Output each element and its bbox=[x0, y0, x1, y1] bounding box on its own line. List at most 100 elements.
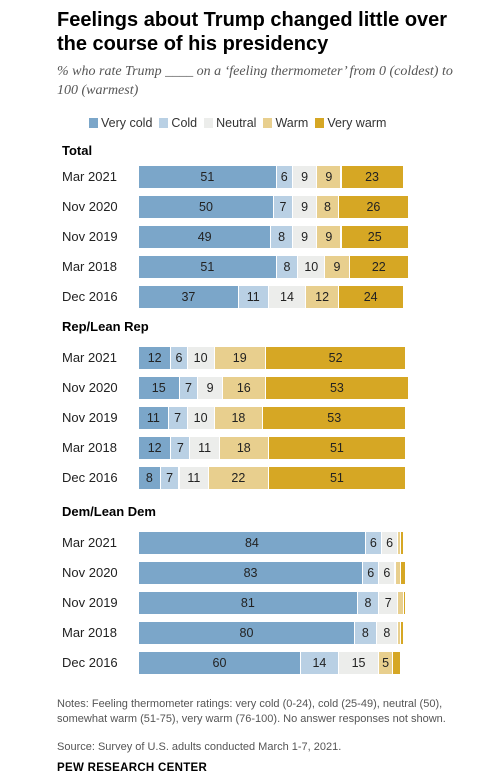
bar-segment-neutral: 10 bbox=[187, 347, 214, 369]
bar-segment-very-warm bbox=[400, 622, 403, 644]
bar-segment-neutral: 15 bbox=[338, 652, 379, 674]
legend-label: Cold bbox=[171, 116, 198, 130]
bar-segment-cold: 8 bbox=[355, 622, 376, 644]
bar-segment-very-warm bbox=[403, 592, 406, 614]
chart-subtitle: % who rate Trump ____ on a ‘feeling ther… bbox=[57, 64, 453, 98]
row-label: Nov 2019 bbox=[62, 595, 118, 610]
bar-segment-cold: 14 bbox=[301, 652, 338, 674]
bar-segment-very-cold: 51 bbox=[139, 256, 276, 278]
bar-segment-very-warm: 52 bbox=[265, 347, 406, 369]
legend: Very cold Cold Neutral Warm Very warm bbox=[89, 116, 393, 130]
bar-segment-neutral: 9 bbox=[198, 377, 222, 399]
legend-item-very-cold: Very cold bbox=[89, 116, 152, 130]
legend-label: Very warm bbox=[327, 116, 387, 130]
legend-item-neutral: Neutral bbox=[204, 116, 256, 130]
bar-segment-very-warm bbox=[400, 532, 403, 554]
chart-source: Source: Survey of U.S. adults conducted … bbox=[57, 741, 342, 753]
bar-segment-very-cold: 51 bbox=[139, 166, 276, 188]
bar-segment-warm: 19 bbox=[214, 347, 265, 369]
legend-label: Warm bbox=[275, 116, 309, 130]
bar-segment-cold: 6 bbox=[363, 562, 379, 584]
bar-segment-cold: 8 bbox=[271, 226, 292, 248]
legend-label: Very cold bbox=[101, 116, 153, 130]
bar-segment-warm bbox=[398, 622, 400, 644]
row-label: Nov 2019 bbox=[62, 229, 118, 244]
bar-segment-very-warm: 51 bbox=[268, 467, 406, 489]
bar-segment-cold: 8 bbox=[276, 256, 298, 278]
legend-swatch bbox=[159, 118, 169, 128]
bar-segment-very-cold: 37 bbox=[139, 286, 238, 308]
row-label: Nov 2020 bbox=[62, 380, 118, 395]
row-label: Mar 2021 bbox=[62, 350, 117, 365]
bar-segment-cold: 8 bbox=[357, 592, 379, 614]
bar-segment-very-cold: 81 bbox=[139, 592, 357, 614]
bar-segment-very-warm: 24 bbox=[338, 286, 403, 308]
bar-segment-very-cold: 8 bbox=[139, 467, 160, 489]
pew-research-center-logo: PEW RESEARCH CENTER bbox=[57, 762, 208, 774]
row-label: Nov 2019 bbox=[62, 410, 118, 425]
bar-segment-cold: 6 bbox=[276, 166, 292, 188]
row-label: Dec 2016 bbox=[62, 470, 118, 485]
bar-segment-cold: 7 bbox=[168, 407, 187, 429]
bar-segment-cold: 6 bbox=[171, 347, 187, 369]
bar-segment-very-warm: 26 bbox=[338, 196, 408, 218]
bar-segment-warm: 9 bbox=[325, 256, 349, 278]
bar-segment-warm: 9 bbox=[317, 166, 341, 188]
bar-segment-warm: 18 bbox=[214, 407, 263, 429]
row-label: Dec 2016 bbox=[62, 655, 118, 670]
bar-segment-cold: 7 bbox=[160, 467, 179, 489]
bar-segment-very-cold: 80 bbox=[139, 622, 354, 644]
legend-item-very-warm: Very warm bbox=[315, 116, 386, 130]
bar-segment-very-warm: 53 bbox=[265, 377, 408, 399]
bar-segment-neutral: 11 bbox=[179, 467, 209, 489]
bar-segment-neutral: 6 bbox=[382, 532, 398, 554]
bar-segment-warm: 9 bbox=[317, 226, 341, 248]
bar-segment-neutral: 11 bbox=[190, 437, 219, 459]
bar-segment-warm bbox=[398, 532, 400, 554]
row-label: Mar 2018 bbox=[62, 259, 117, 274]
bar-segment-very-cold: 12 bbox=[139, 437, 171, 459]
bar-segment-cold: 6 bbox=[365, 532, 381, 554]
bar-segment-neutral: 14 bbox=[268, 286, 306, 308]
row-label: Mar 2021 bbox=[62, 535, 117, 550]
bar-segment-warm: 16 bbox=[222, 377, 265, 399]
bar-segment-very-cold: 15 bbox=[139, 377, 179, 399]
bar-segment-warm: 5 bbox=[379, 652, 392, 674]
bar-segment-warm bbox=[395, 562, 400, 584]
legend-swatch bbox=[89, 118, 98, 128]
bar-segment-neutral: 8 bbox=[376, 622, 398, 644]
bar-segment-neutral: 10 bbox=[187, 407, 214, 429]
legend-item-cold: Cold bbox=[159, 116, 197, 130]
bar-segment-very-cold: 11 bbox=[139, 407, 168, 429]
legend-swatch bbox=[263, 118, 273, 128]
chart-notes: Notes: Feeling thermometer ratings: very… bbox=[57, 698, 446, 725]
bar-segment-warm: 22 bbox=[209, 467, 268, 489]
row-label: Mar 2018 bbox=[62, 440, 117, 455]
bar-segment-very-cold: 12 bbox=[139, 347, 171, 369]
bar-segment-neutral: 6 bbox=[379, 562, 395, 584]
group-title: Rep/Lean Rep bbox=[62, 319, 149, 334]
bar-segment-very-warm: 25 bbox=[341, 226, 408, 248]
bar-segment-very-cold: 83 bbox=[139, 562, 363, 584]
row-label: Mar 2018 bbox=[62, 625, 117, 640]
bar-segment-neutral: 10 bbox=[298, 256, 325, 278]
legend-item-warm: Warm bbox=[263, 116, 308, 130]
chart-title: Feelings about Trump changed little over… bbox=[57, 9, 448, 55]
row-label: Dec 2016 bbox=[62, 289, 118, 304]
bar-segment-neutral: 9 bbox=[292, 226, 317, 248]
bar-segment-very-warm bbox=[400, 562, 406, 584]
row-label: Mar 2021 bbox=[62, 169, 117, 184]
bar-segment-very-cold: 49 bbox=[139, 226, 271, 248]
bar-segment-neutral: 9 bbox=[292, 166, 317, 188]
bar-segment-warm bbox=[398, 592, 403, 614]
bar-segment-warm: 12 bbox=[306, 286, 338, 308]
bar-segment-warm: 18 bbox=[220, 437, 268, 459]
bar-segment-neutral: 7 bbox=[379, 592, 398, 614]
group-title: Dem/Lean Dem bbox=[62, 504, 156, 519]
bar-segment-cold: 7 bbox=[179, 377, 198, 399]
legend-swatch bbox=[204, 118, 214, 128]
bar-segment-very-warm: 53 bbox=[263, 407, 406, 429]
bar-segment-cold: 7 bbox=[274, 196, 292, 218]
bar-segment-very-warm bbox=[392, 652, 400, 674]
bar-segment-very-warm: 23 bbox=[341, 166, 403, 188]
